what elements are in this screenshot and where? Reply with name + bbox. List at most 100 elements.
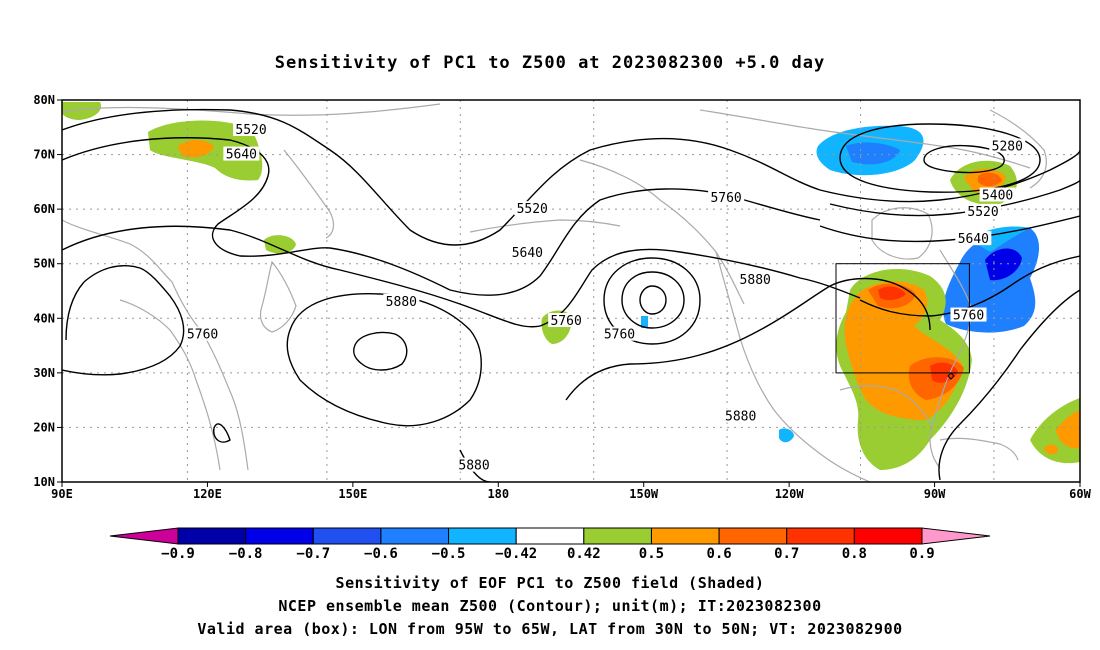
colorbar-low-triangle xyxy=(109,527,179,545)
coast-alaska xyxy=(579,159,745,305)
contour-label: 5640 xyxy=(958,232,989,247)
contour-label: 5400 xyxy=(982,189,1013,204)
contour-label-bg xyxy=(383,293,420,308)
colorbar-label: −0.5 xyxy=(432,546,466,562)
contour-label: 5760 xyxy=(710,191,741,206)
contour-label: 5760 xyxy=(604,328,635,343)
contour-5880-dome xyxy=(286,293,482,427)
z500-contours xyxy=(62,108,1080,482)
contour-label-bg xyxy=(233,122,270,137)
lon-tick-label: 180 xyxy=(487,487,509,501)
contour-label: 5880 xyxy=(386,295,417,310)
coast-caribbean xyxy=(939,437,1019,461)
colorbar-swatch xyxy=(786,527,855,545)
contour-label: 5640 xyxy=(512,246,543,261)
contour-5640-east xyxy=(819,215,1080,243)
longitude-axis: 90E 120E 150E 180 150W 120W 90W 60W xyxy=(51,482,1092,501)
coast-japan xyxy=(259,260,297,333)
colorbar-label: 0.8 xyxy=(842,546,867,562)
contour-5640-west xyxy=(62,137,821,296)
contour-label-bg xyxy=(223,146,260,161)
contour-label-bg xyxy=(979,187,1016,202)
contour-labels: 5520 5640 5520 5760 5640 5880 5760 5760 5760 5880… xyxy=(184,122,1026,474)
colorbar-label: 0.6 xyxy=(706,546,731,562)
contour-label-bg xyxy=(456,457,493,472)
lat-tick-label: 60N xyxy=(33,202,55,216)
colorbar: −0.9 −0.8 −0.7 −0.6 −0.5 −0.42 0.42 0.5 0.6 0.7 0.… xyxy=(109,527,991,562)
contour-label-bg xyxy=(514,201,551,216)
latitude-axis: 80N 70N 60N 50N 40N 30N 20N 10N xyxy=(33,93,62,489)
contour-label: 5880 xyxy=(458,459,489,474)
contour-label-bg xyxy=(509,244,546,259)
contour-5880-inner xyxy=(353,331,408,371)
coast-aleutians xyxy=(469,219,621,233)
contour-5880-east xyxy=(565,277,931,401)
contour-label-bg xyxy=(989,138,1026,153)
coastlines xyxy=(62,103,1047,482)
contour-label-bg xyxy=(548,313,585,328)
shade-blue-mexico xyxy=(779,428,794,443)
coast-kamchatka xyxy=(283,149,335,239)
contour-label: 5880 xyxy=(725,410,756,425)
colorbar-swatch xyxy=(650,527,720,545)
shade-darkblue-nw-atlantic xyxy=(985,248,1022,281)
figure-title: Sensitivity of PC1 to Z500 at 2023082300… xyxy=(275,53,826,73)
colorbar-swatch xyxy=(177,527,247,545)
coast-hudson-bay xyxy=(871,207,933,260)
contour-label-bg xyxy=(737,272,774,287)
coast-siberia-north xyxy=(62,103,441,116)
caption-line-2: NCEP ensemble mean Z500 (Contour); unit(… xyxy=(278,597,821,615)
contour-5880-atlantic xyxy=(938,289,1080,481)
lon-tick-label: 90E xyxy=(51,487,73,501)
contour-5280-inner xyxy=(923,144,1005,174)
contour-5400 xyxy=(819,149,1080,203)
colorbar-label: −0.42 xyxy=(495,546,537,562)
colorbar-swatch xyxy=(515,527,585,545)
shade-green-atlantic-se xyxy=(1030,398,1080,464)
lon-tick-label: 120E xyxy=(193,487,222,501)
colorbar-swatch xyxy=(583,527,652,545)
shade-blue-small-pac xyxy=(641,316,648,328)
coast-arctic-canada xyxy=(699,109,1031,169)
contour-5520-west xyxy=(62,108,821,246)
lon-tick-label: 150E xyxy=(338,487,367,501)
map-frame xyxy=(61,99,1081,483)
contour-label: 5760 xyxy=(187,328,218,343)
contour-label: 5760 xyxy=(550,314,581,329)
contour-label-bg xyxy=(184,326,221,341)
colorbar-high-triangle xyxy=(921,527,991,545)
lat-tick-label: 40N xyxy=(33,311,55,325)
colorbar-label: −0.9 xyxy=(161,546,195,562)
lat-tick-label: 10N xyxy=(33,475,55,489)
valid-area-marker xyxy=(947,372,955,380)
shade-orange-okhotsk xyxy=(178,140,214,158)
lat-tick-label: 80N xyxy=(33,93,55,107)
shade-green-kuril xyxy=(264,235,296,254)
shade-green-arctic-west xyxy=(62,102,102,120)
contour-label: 5520 xyxy=(235,123,266,138)
colorbar-label: −0.8 xyxy=(229,546,263,562)
map-area: 5520 5640 5520 5760 5640 5880 5760 5760 5760 5880… xyxy=(62,100,1080,482)
coast-greenland xyxy=(989,109,1047,189)
colorbar-label: −0.6 xyxy=(364,546,398,562)
contour-label: 5640 xyxy=(226,148,257,163)
colorbar-swatch xyxy=(718,527,788,545)
contour-label-bg xyxy=(950,307,987,322)
lat-tick-label: 70N xyxy=(33,148,55,162)
shade-darkorange-labrador xyxy=(978,172,1002,187)
colorbar-swatch xyxy=(312,527,382,545)
colorbar-swatch xyxy=(245,527,314,545)
caption-line-1: Sensitivity of EOF PC1 to Z500 field (Sh… xyxy=(336,574,765,592)
contour-label: 5880 xyxy=(740,273,771,288)
lat-tick-label: 50N xyxy=(33,257,55,271)
lat-tick-label: 20N xyxy=(33,420,55,434)
lon-tick-label: 120W xyxy=(775,487,805,501)
contour-5760-east xyxy=(859,255,1080,317)
contour-label-bg xyxy=(955,231,992,246)
colorbar-swatch xyxy=(380,527,450,545)
coast-east-us xyxy=(929,249,973,469)
contour-5880-southwest xyxy=(213,423,231,443)
contour-label: 5520 xyxy=(967,205,998,220)
coast-gulf-mexico xyxy=(839,385,933,427)
